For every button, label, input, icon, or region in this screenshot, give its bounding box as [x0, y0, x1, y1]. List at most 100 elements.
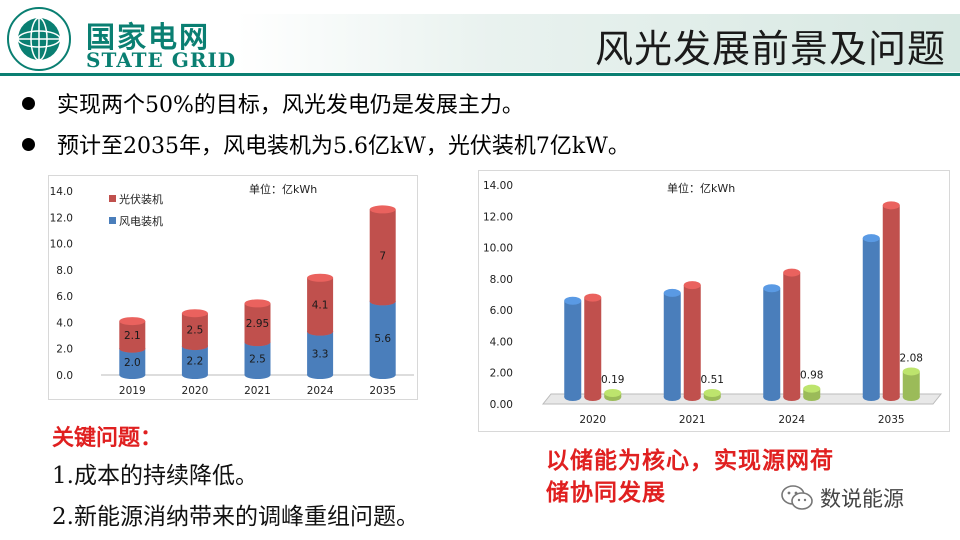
y-tick-label: 0.0 — [56, 370, 73, 382]
legend-swatch — [109, 195, 116, 202]
pv-bar-segment — [307, 277, 334, 332]
blue-bar-cap — [862, 234, 880, 243]
bullet-item: 预计至2035年，风电装机为5.6亿kW，光伏装机7亿kW。 — [18, 128, 630, 160]
x-tick-label: 2035 — [878, 414, 905, 426]
red-bar — [783, 272, 801, 397]
bullet-text: 预计至2035年，风电装机为5.6亿kW，光伏装机7亿kW。 — [57, 134, 630, 159]
pv-bar-segment-base — [244, 338, 271, 347]
y-tick-label: 2.0 — [56, 344, 73, 356]
pv-bar-segment-cap — [181, 309, 208, 318]
pv-bar-segment — [244, 303, 271, 343]
bar-data-label: 0.51 — [701, 374, 724, 386]
key-issue-item: 2.新能源消纳带来的调峰重组问题。 — [52, 504, 419, 530]
storage-bar — [902, 371, 920, 397]
x-tick-label: 2024 — [778, 414, 805, 426]
red-bar-base — [683, 393, 701, 401]
wind-bar-segment-base — [369, 371, 396, 379]
red-bar-cap — [882, 201, 900, 210]
bar-data-label: 3.3 — [312, 348, 329, 360]
red-bar-cap — [683, 281, 701, 290]
brand-name-cn: 国家电网 — [86, 20, 211, 54]
y-tick-label: 0.00 — [490, 399, 513, 411]
blue-bar — [763, 288, 781, 397]
x-tick-label: 2021 — [244, 385, 271, 397]
y-tick-label: 12.00 — [483, 211, 513, 223]
pv-bar-segment-cap — [369, 205, 396, 214]
pv-bar-segment-base — [119, 344, 146, 353]
watermark: 数说能源 — [780, 483, 904, 513]
storage-bar-cap — [902, 367, 920, 376]
stacked-bar-chart: 单位：亿kWh 14.0 12.0 10.0 8.0 6.0 4.0 2.0 0.0 2.0 2.1… — [50, 182, 414, 397]
brand-name-en: STATE GRID — [86, 48, 237, 72]
y-tick-label: 8.0 — [56, 265, 73, 277]
red-bar-base — [584, 393, 602, 401]
pv-bar-segment-base — [369, 297, 396, 306]
red-bar — [584, 297, 602, 397]
pv-bar-segment — [181, 313, 208, 347]
y-tick-label: 12.0 — [50, 212, 73, 224]
x-tick-label: 2024 — [307, 385, 334, 397]
pv-bar-segment-base — [307, 327, 334, 336]
blue-bar-base — [663, 393, 681, 401]
red-bar-cap — [584, 293, 602, 302]
storage-bar-cap — [703, 389, 721, 397]
bullet-text: 实现两个50%的目标，风光发电仍是发展主力。 — [57, 93, 524, 118]
key-issues-title: 关键问题： — [52, 426, 163, 451]
y-tick-label: 4.0 — [56, 317, 73, 329]
bar-data-label: 2.95 — [246, 318, 269, 330]
title-band — [236, 14, 960, 72]
bullet-item: 实现两个50%的目标，风光发电仍是发展主力。 — [18, 87, 524, 119]
bar-data-label: 2.0 — [124, 357, 141, 369]
blue-bar-base — [862, 393, 880, 401]
y-tick-label: 10.00 — [483, 243, 513, 255]
bar-data-label: 7 — [379, 250, 386, 262]
y-tick-label: 6.0 — [56, 291, 73, 303]
bar-data-label: 2.5 — [249, 354, 266, 366]
pv-bar-segment — [119, 321, 146, 349]
wind-bar-segment — [181, 346, 208, 375]
bullet-dot-icon — [22, 137, 35, 151]
bar-data-label: 2.1 — [124, 330, 141, 342]
key-issue-item: 1.成本的持续降低。 — [52, 463, 258, 489]
y-tick-label: 14.00 — [483, 180, 513, 192]
blue-bar-base — [564, 393, 582, 401]
x-tick-label: 2021 — [679, 414, 706, 426]
wind-bar-segment-base — [119, 371, 146, 379]
y-tick-label: 4.00 — [490, 336, 513, 348]
wind-bar-segment-base — [244, 371, 271, 379]
blue-bar — [663, 292, 681, 397]
pv-bar-segment-base — [181, 342, 208, 351]
state-grid-logo — [7, 7, 71, 71]
bar-data-label: 4.1 — [312, 300, 329, 312]
wind-bar-segment — [119, 348, 146, 375]
x-tick-label: 2020 — [182, 385, 209, 397]
storage-bar — [803, 388, 821, 397]
wind-bar-segment — [369, 301, 396, 375]
watermark-text: 数说能源 — [820, 487, 904, 511]
y-tick-label: 10.0 — [50, 239, 73, 251]
bar-data-label: 0.98 — [800, 370, 823, 382]
bar-data-label: 2.2 — [187, 356, 204, 368]
y-tick-label: 8.00 — [490, 274, 513, 286]
clustered-bar-chart: 单位：亿kWh 14.00 12.00 10.00 8.00 6.00 4.00 2.00 0.… — [483, 180, 943, 426]
y-tick-label: 6.00 — [490, 305, 513, 317]
bar-data-label: 0.19 — [601, 374, 624, 386]
legend-label: 风电装机 — [119, 214, 163, 228]
blue-bar — [564, 300, 582, 397]
chart-floor — [541, 393, 943, 405]
chart-unit-label: 单位：亿kWh — [249, 182, 317, 196]
wind-bar-segment — [307, 331, 334, 375]
installed-capacity-chart: 单位：亿kWh 14.0 12.0 10.0 8.0 6.0 4.0 2.0 0.0 2.0 2.1… — [48, 175, 418, 400]
red-bar — [882, 205, 900, 397]
storage-bar-cap — [604, 389, 622, 397]
x-tick-label: 2035 — [369, 385, 396, 397]
pv-bar-segment-cap — [119, 317, 146, 326]
wechat-icon — [781, 485, 813, 510]
bullet-dot-icon — [22, 96, 35, 110]
storage-callout-line: 以储能为核心，实现源网荷 — [546, 448, 834, 474]
x-tick-label: 2019 — [119, 385, 146, 397]
blue-bar — [862, 238, 880, 397]
chart-unit-label: 单位：亿kWh — [667, 181, 735, 195]
pv-bar-segment-cap — [307, 273, 334, 282]
y-tick-label: 14.0 — [50, 186, 73, 198]
